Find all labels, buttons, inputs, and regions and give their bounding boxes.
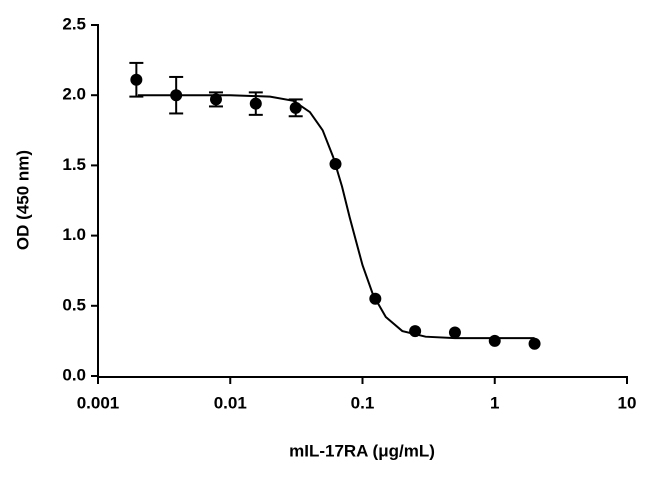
y-tick-label: 1.5 xyxy=(62,155,86,174)
y-tick-label: 1.0 xyxy=(62,225,86,244)
y-tick-label: 0.5 xyxy=(62,295,86,314)
y-axis-title: OD (450 nm) xyxy=(13,150,32,250)
y-tick-label: 0.0 xyxy=(62,365,86,384)
y-tick-label: 2.5 xyxy=(62,14,86,33)
x-tick-label: 0.1 xyxy=(351,393,375,412)
point xyxy=(329,157,342,170)
point xyxy=(170,89,183,102)
y-tick-label: 2.0 xyxy=(62,85,86,104)
x-tick-label: 0.001 xyxy=(77,393,120,412)
x-tick-label: 10 xyxy=(618,393,637,412)
point xyxy=(209,93,222,106)
x-tick-label: 1 xyxy=(490,393,499,412)
x-axis-title: mIL-17RA (μg/mL) xyxy=(289,441,435,460)
point xyxy=(488,334,501,347)
point xyxy=(528,337,541,350)
point xyxy=(409,325,422,338)
x-tick-label: 0.01 xyxy=(214,393,247,412)
point xyxy=(130,73,143,86)
point xyxy=(249,97,262,110)
point xyxy=(369,292,382,305)
fit-curve xyxy=(137,94,535,340)
point xyxy=(289,101,302,114)
point xyxy=(448,326,461,339)
